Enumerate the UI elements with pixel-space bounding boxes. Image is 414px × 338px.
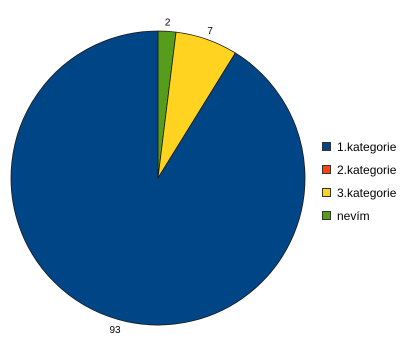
legend-label-3: 3.kategorie: [337, 185, 397, 200]
legend-label-1: 1.kategorie: [337, 139, 397, 154]
legend-item-4: nevím: [322, 206, 396, 225]
pie-slice-1: [10, 30, 306, 326]
legend-swatch-1: [322, 142, 331, 151]
data-label-3: 7: [207, 26, 213, 37]
legend-label-2: 2.kategorie: [337, 162, 397, 177]
data-label-4: 2: [165, 17, 171, 28]
legend-item-1: 1.kategorie: [322, 137, 396, 156]
legend-swatch-2: [322, 165, 331, 174]
legend-item-3: 3.kategorie: [322, 183, 396, 202]
legend-swatch-4: [322, 211, 331, 220]
legend: 1.kategorie 2.kategorie 3.kategorie neví…: [322, 137, 396, 225]
legend-swatch-3: [322, 188, 331, 197]
data-label-1: 93: [109, 325, 121, 336]
legend-item-2: 2.kategorie: [322, 160, 396, 179]
legend-label-4: nevím: [337, 208, 370, 223]
